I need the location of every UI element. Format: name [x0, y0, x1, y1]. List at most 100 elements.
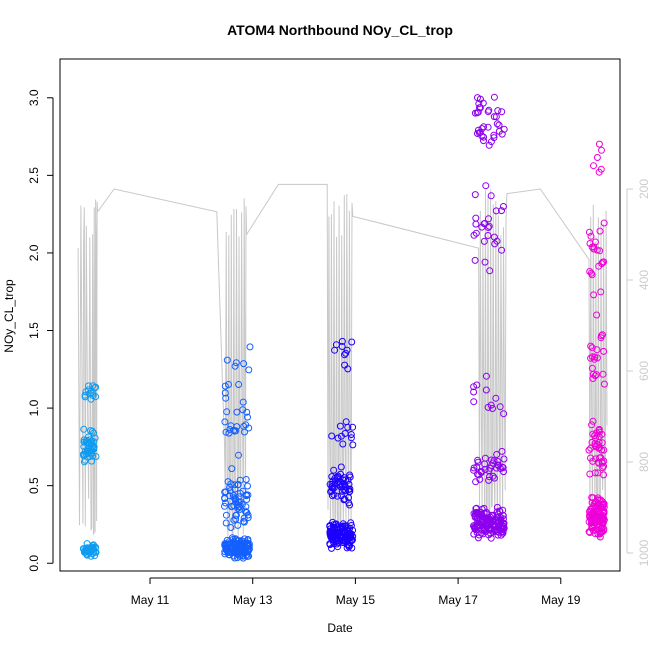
y-tick-label: 2.0	[27, 244, 41, 261]
data-point	[85, 390, 93, 398]
data-point	[600, 471, 608, 479]
data-point	[497, 531, 505, 539]
data-point	[233, 423, 241, 431]
data-point	[597, 165, 605, 173]
data-point	[330, 466, 338, 474]
y-tick-label: 2.5	[27, 167, 41, 184]
data-point	[231, 481, 239, 489]
data-point	[587, 342, 595, 350]
data-point	[500, 125, 508, 133]
data-point	[587, 232, 595, 240]
data-point	[492, 394, 500, 402]
data-point	[92, 383, 100, 391]
data-point	[471, 256, 479, 264]
data-point	[225, 429, 233, 437]
data-point	[595, 262, 603, 270]
data-point	[346, 534, 353, 542]
data-point	[498, 246, 506, 254]
series-group	[79, 382, 100, 560]
data-point	[597, 288, 605, 296]
data-point	[589, 430, 597, 438]
data-point	[588, 344, 596, 352]
data-point	[226, 426, 234, 433]
data-point	[482, 522, 489, 530]
data-point	[482, 372, 490, 380]
data-point	[590, 245, 598, 253]
data-point	[341, 361, 349, 369]
data-point	[485, 106, 493, 114]
data-point	[485, 141, 493, 149]
data-point	[244, 514, 252, 522]
data-point	[337, 534, 345, 542]
data-point	[337, 524, 345, 531]
data-point	[589, 417, 597, 425]
data-point	[337, 470, 344, 478]
data-point	[244, 511, 252, 519]
data-point	[221, 389, 229, 397]
data-point	[338, 337, 346, 345]
data-point	[487, 192, 495, 200]
data-point	[473, 523, 481, 531]
data-point	[589, 457, 597, 465]
data-point	[493, 514, 501, 522]
data-point	[594, 503, 602, 511]
data-point	[232, 540, 240, 548]
data-point	[230, 494, 238, 502]
data-point	[474, 108, 482, 116]
data-point	[491, 526, 499, 534]
data-point	[600, 347, 608, 355]
data-point	[599, 464, 607, 472]
data-point	[230, 538, 238, 546]
data-point	[590, 162, 597, 170]
data-point	[598, 146, 605, 154]
data-point	[231, 362, 239, 370]
data-point	[336, 422, 344, 430]
data-point	[493, 451, 501, 458]
y2-tick-label: 400	[637, 270, 650, 290]
data-point	[499, 203, 507, 210]
data-point	[342, 418, 350, 426]
data-point	[489, 472, 497, 480]
data-point	[237, 545, 245, 553]
data-point	[87, 427, 94, 435]
data-point	[327, 529, 335, 537]
data-point	[494, 107, 502, 115]
data-point	[227, 524, 235, 531]
data-point	[484, 516, 492, 524]
data-point	[591, 469, 599, 477]
data-point	[222, 394, 230, 402]
data-point	[498, 447, 506, 455]
data-point	[82, 548, 90, 556]
data-point	[471, 525, 479, 533]
data-point	[221, 540, 229, 548]
data-point	[83, 439, 91, 447]
data-point	[493, 120, 501, 128]
data-point	[600, 219, 608, 227]
data-point	[241, 428, 248, 436]
x-tick-label: May 15	[336, 593, 376, 607]
data-point	[349, 423, 357, 431]
data-point	[492, 207, 500, 215]
data-point	[80, 425, 88, 433]
data-point	[485, 476, 493, 484]
data-point	[232, 495, 239, 503]
data-point	[490, 131, 498, 139]
data-point	[490, 474, 498, 482]
data-point	[489, 405, 496, 412]
data-point	[587, 354, 595, 362]
data-point	[591, 238, 599, 246]
data-point	[346, 542, 354, 550]
data-point	[493, 503, 501, 511]
data-point	[495, 462, 502, 470]
data-point	[473, 463, 481, 471]
y-tick-label: 3.0	[27, 89, 41, 106]
data-point	[597, 332, 605, 340]
data-point	[227, 480, 235, 488]
y2-tick-label: 800	[637, 452, 650, 472]
data-point	[80, 458, 88, 466]
series-group	[585, 140, 608, 541]
data-point	[225, 381, 232, 388]
data-point	[482, 386, 490, 394]
data-point	[221, 502, 228, 510]
y-tick-label: 1.5	[27, 322, 41, 339]
